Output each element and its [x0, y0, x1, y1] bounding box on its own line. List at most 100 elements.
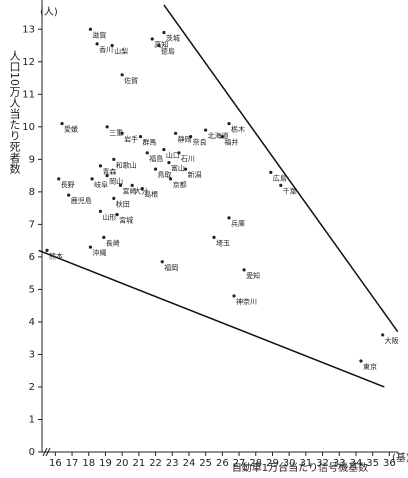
point [102, 235, 106, 239]
x-tick-label: 26 [216, 458, 229, 469]
point-label: 奈良 [193, 138, 207, 147]
point-label: 石川 [181, 155, 195, 163]
point [359, 359, 363, 363]
point [45, 248, 49, 252]
point-label: 鹿児島 [71, 196, 92, 205]
y-tick-label: 12 [22, 57, 35, 68]
point-label: 島根 [144, 190, 158, 199]
point-label: 三重 [109, 129, 123, 137]
trend-line [38, 249, 385, 388]
point-label: 宮崎 [122, 186, 136, 195]
point-label: 茨城 [166, 34, 180, 43]
point [112, 196, 116, 200]
point-label: 熊本 [49, 251, 63, 260]
point [227, 121, 231, 126]
x-tick-label: 33 [333, 458, 346, 469]
point [232, 294, 236, 298]
point-label: 岡山 [109, 177, 123, 186]
point-label: 佐賀 [124, 76, 138, 85]
point [168, 177, 173, 181]
point-label: 徳島 [161, 47, 175, 56]
point [98, 164, 103, 168]
point-label: 広島 [273, 173, 287, 182]
point [67, 193, 71, 197]
y-tick-label: 9 [29, 154, 35, 165]
point [98, 209, 103, 213]
point [381, 333, 385, 337]
point-label: 群馬 [143, 138, 157, 147]
x-tick-label: 21 [132, 458, 145, 469]
y-tick-label: 7 [29, 219, 35, 230]
point-label: 宮城 [119, 216, 133, 225]
x-tick-label: 24 [183, 458, 196, 469]
point [269, 170, 273, 174]
point-label: 高知 [154, 40, 168, 49]
x-tick-label: 16 [49, 458, 62, 469]
point-label: 千葉 [283, 186, 297, 195]
point [157, 43, 161, 48]
point [138, 134, 143, 139]
point [220, 134, 224, 139]
point [242, 268, 246, 272]
point [167, 160, 171, 165]
point [88, 27, 93, 31]
point-label: 愛媛 [64, 125, 78, 134]
x-tick-label: 17 [66, 458, 79, 469]
point-label: 秋田 [116, 199, 130, 208]
x-tick-label: 29 [266, 458, 279, 469]
point [160, 260, 164, 264]
point-label: 鳥取 [158, 170, 172, 179]
x-tick-label: 31 [299, 458, 312, 469]
point [95, 42, 99, 46]
y-tick-label: 1 [29, 414, 35, 425]
x-tick-label: 30 [283, 458, 296, 469]
point-label: 富山 [171, 164, 185, 173]
x-tick-label: 32 [316, 458, 329, 469]
point [105, 125, 109, 129]
point-label: 岐阜 [94, 180, 108, 189]
point [212, 235, 216, 239]
y-tick-label: 5 [29, 284, 35, 295]
point-label: 北海道 [208, 131, 229, 140]
y-tick-label: 4 [29, 317, 35, 328]
x-tick-label: 22 [149, 458, 162, 469]
point [150, 37, 154, 41]
point-label: 福井 [224, 138, 238, 147]
point [145, 151, 149, 155]
x-tick-label: 19 [99, 458, 112, 469]
point [177, 151, 181, 155]
point-label: 新潟 [188, 170, 202, 179]
point [162, 147, 166, 152]
y-tick-label: 6 [29, 252, 35, 263]
y-tick-label: 10 [22, 122, 35, 133]
point-label: 山口 [166, 151, 180, 160]
point-label: 栃木 [231, 125, 245, 134]
point [60, 121, 64, 126]
point-label: 青森 [102, 167, 116, 176]
point [115, 213, 119, 217]
point [120, 131, 124, 135]
point-label: 大分 [134, 186, 148, 195]
point [204, 128, 208, 132]
point-label: 長野 [61, 181, 75, 189]
y-tick-label: 11 [22, 89, 35, 100]
y-tick-label: 8 [29, 187, 35, 198]
point [118, 183, 123, 187]
point [184, 167, 188, 171]
point-label: 和歌山 [116, 160, 137, 169]
point [227, 216, 231, 220]
y-tick-label: 3 [29, 349, 35, 360]
point-label: 福島 [149, 154, 163, 163]
point-label: 兵庫 [231, 219, 245, 228]
point [130, 183, 134, 187]
point [110, 43, 114, 48]
point-label: 香川 [99, 45, 113, 54]
axis-break [45, 447, 51, 457]
point [88, 245, 93, 249]
axis-break [42, 447, 48, 457]
point [105, 173, 109, 178]
point [173, 131, 178, 135]
x-tick-label: 23 [166, 458, 179, 469]
point [120, 73, 124, 77]
